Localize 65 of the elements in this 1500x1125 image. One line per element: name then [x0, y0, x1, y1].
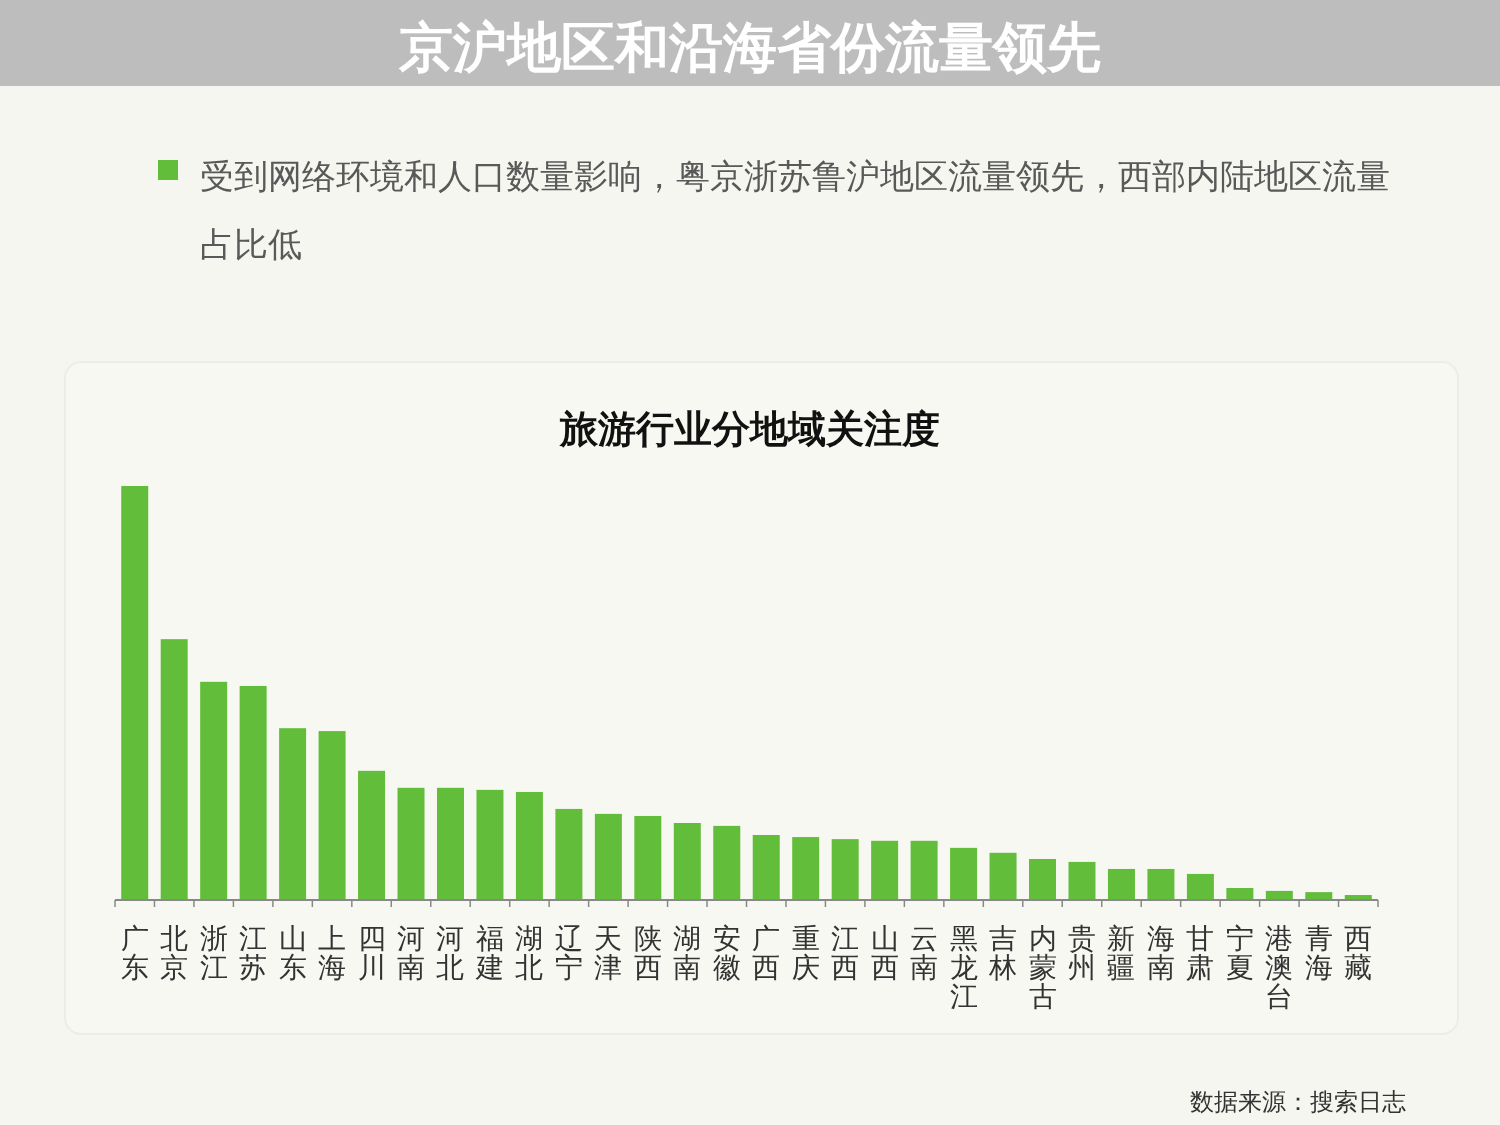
- x-tick-label: 河南: [397, 922, 426, 984]
- x-tick-label: 黑龙江: [949, 922, 978, 1013]
- bar: [476, 789, 504, 900]
- bar: [871, 840, 899, 900]
- x-tick-label: 湖北: [515, 922, 544, 984]
- source-note: 数据来源：搜索日志: [1190, 1088, 1406, 1116]
- x-tick-label: 青海: [1304, 922, 1333, 984]
- bar: [436, 787, 464, 900]
- bar: [515, 791, 543, 900]
- x-tick-label: 辽宁: [554, 922, 583, 984]
- x-tick-label: 安徽: [712, 922, 741, 984]
- bar: [358, 770, 386, 900]
- chart-subtitle: 受到网络环境和人口数量影响，粤京浙苏鲁沪地区流量领先，西部内陆地区流量占比低: [200, 155, 1391, 266]
- x-tick-label: 湖南: [673, 922, 702, 984]
- bar: [634, 815, 662, 900]
- bar: [200, 681, 228, 900]
- bar: [279, 728, 307, 900]
- x-tick-label: 西藏: [1344, 922, 1373, 984]
- bar: [397, 787, 425, 900]
- bar: [318, 731, 346, 900]
- bar: [239, 685, 267, 900]
- bar: [1147, 868, 1175, 900]
- x-tick-label: 云南: [910, 922, 939, 984]
- bar: [1186, 873, 1214, 900]
- x-tick-label: 上海: [318, 922, 347, 984]
- text: 旅游行业分地域关注度: [559, 407, 940, 451]
- bar: [673, 823, 701, 900]
- chart-title: 京沪地区和沿海省份流量领先: [398, 16, 1101, 79]
- bar: [1226, 887, 1254, 900]
- bar: [713, 825, 741, 900]
- x-tick-label: 四川: [357, 922, 386, 984]
- x-tick-label: 江苏: [239, 922, 268, 984]
- bar: [1068, 861, 1096, 900]
- x-tick-label: 港澳台: [1265, 922, 1294, 1013]
- x-tick-label: 重庆: [791, 922, 820, 984]
- bar: [752, 835, 780, 900]
- x-tick-label: 吉林: [988, 922, 1018, 984]
- bar: [1029, 859, 1057, 900]
- bar: [594, 813, 622, 900]
- x-tick-label: 河北: [436, 922, 465, 984]
- x-tick-label: 广东: [120, 922, 149, 984]
- x-tick-label: 福建: [474, 922, 504, 984]
- x-tick-label: 广西: [752, 922, 781, 984]
- bar: [831, 839, 859, 900]
- x-tick-label: 浙江: [199, 922, 228, 984]
- x-tick-label: 新疆: [1107, 922, 1136, 984]
- x-tick-label: 贵州: [1067, 922, 1096, 984]
- bar: [792, 837, 820, 900]
- bar: [160, 639, 188, 900]
- x-tick-label: 江西: [831, 922, 860, 984]
- x-tick-label: 山东: [278, 922, 307, 984]
- x-tick-label: 甘肃: [1186, 922, 1215, 984]
- x-tick-label: 内蒙古: [1028, 922, 1057, 1013]
- bar: [989, 852, 1017, 900]
- bar: [910, 840, 938, 900]
- bar: [1107, 868, 1135, 900]
- x-tick-label: 山西: [870, 922, 899, 984]
- x-tick-label: 北京: [160, 922, 189, 984]
- bar: [950, 847, 978, 900]
- bar: [555, 808, 583, 900]
- x-tick-label: 天津: [594, 922, 623, 984]
- x-tick-label: 陕西: [633, 922, 662, 984]
- bar: [121, 486, 149, 900]
- x-tick-label: 海南: [1146, 922, 1175, 984]
- x-tick-label: 宁夏: [1225, 922, 1254, 984]
